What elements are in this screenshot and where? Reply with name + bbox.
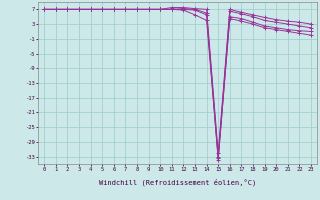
X-axis label: Windchill (Refroidissement éolien,°C): Windchill (Refroidissement éolien,°C): [99, 178, 256, 186]
